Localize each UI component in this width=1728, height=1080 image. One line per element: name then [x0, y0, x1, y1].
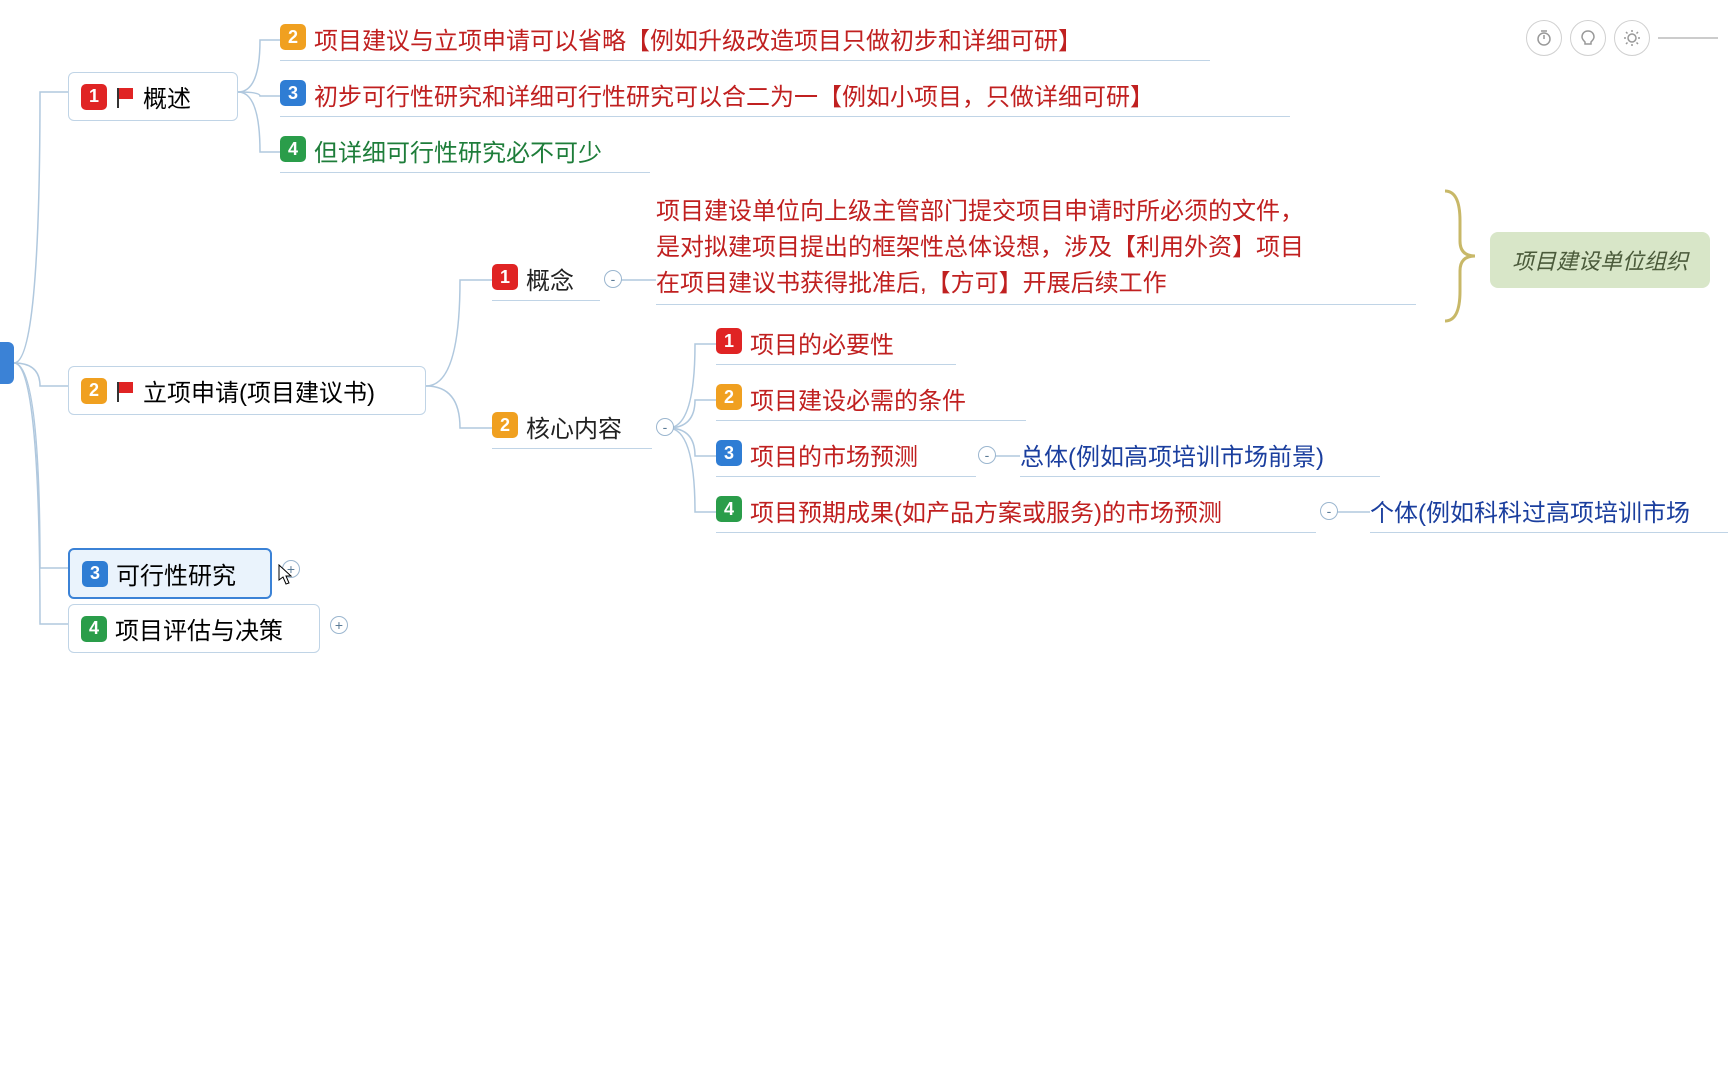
view-toolbar — [1526, 20, 1718, 56]
connector-lines — [0, 0, 1728, 1080]
node-label: 可行性研究 — [116, 556, 236, 591]
concept-description: 项目建设单位向上级主管部门提交项目申请时所必须的文件，是对拟建项目提出的框架性总… — [656, 194, 1416, 302]
number-badge: 4 — [81, 616, 107, 642]
number-badge: 3 — [716, 440, 742, 466]
leaf-text: 项目的市场预测 — [750, 440, 918, 476]
number-badge: 1 — [492, 264, 518, 290]
flag-icon — [115, 380, 137, 402]
number-badge: 4 — [280, 136, 306, 162]
core-item-4[interactable]: 4 项目预期成果(如产品方案或服务)的市场预测 — [716, 496, 1222, 532]
node-label: 立项申请(项目建议书) — [143, 373, 375, 408]
number-badge: 2 — [280, 24, 306, 50]
root-node[interactable] — [0, 342, 14, 384]
overview-item-2[interactable]: 3 初步可行性研究和详细可行性研究可以合二为一【例如小项目，只做详细可研】 — [280, 80, 1154, 116]
timer-button[interactable] — [1526, 20, 1562, 56]
node-label: 概述 — [143, 79, 191, 114]
expand-toggle[interactable]: + — [282, 560, 300, 578]
core-item-2[interactable]: 2 项目建设必需的条件 — [716, 384, 966, 420]
callout-text: 项目建设单位组织 — [1512, 249, 1688, 274]
collapse-toggle[interactable]: - — [978, 446, 996, 464]
overview-item-1[interactable]: 2 项目建议与立项申请可以省略【例如升级改造项目只做初步和详细可研】 — [280, 24, 1082, 60]
leaf-text: 个体(例如科科过高项培训市场 — [1370, 496, 1690, 532]
number-badge: 1 — [81, 84, 107, 110]
number-badge: 3 — [82, 561, 108, 587]
summary-brace — [1440, 186, 1480, 326]
number-badge: 2 — [81, 378, 107, 404]
core-item-3[interactable]: 3 项目的市场预测 — [716, 440, 918, 476]
collapse-toggle[interactable]: - — [604, 270, 622, 288]
overview-item-3[interactable]: 4 但详细可行性研究必不可少 — [280, 136, 602, 172]
level1-node-n2[interactable]: 2 立项申请(项目建议书) — [68, 366, 426, 415]
collapse-toggle[interactable]: - — [656, 418, 674, 436]
core-item-4-detail[interactable]: 个体(例如科科过高项培训市场 — [1370, 496, 1690, 532]
expand-toggle[interactable]: + — [330, 616, 348, 634]
leaf-text: 项目的必要性 — [750, 328, 894, 364]
flag-icon — [115, 86, 137, 108]
bulb-button[interactable] — [1570, 20, 1606, 56]
leaf-text: 项目建设必需的条件 — [750, 384, 966, 420]
leaf-text: 核心内容 — [526, 412, 622, 448]
number-badge: 2 — [492, 412, 518, 438]
zoom-slider[interactable] — [1658, 37, 1718, 39]
core-item-1[interactable]: 1 项目的必要性 — [716, 328, 894, 364]
number-badge: 4 — [716, 496, 742, 522]
subsection-n22[interactable]: 2 核心内容 — [492, 412, 622, 448]
level1-node-n4[interactable]: 4 项目评估与决策 — [68, 604, 320, 653]
number-badge: 2 — [716, 384, 742, 410]
subsection-n21[interactable]: 1 概念 — [492, 264, 574, 300]
brightness-button[interactable] — [1614, 20, 1650, 56]
level1-node-n1[interactable]: 1 概述 — [68, 72, 238, 121]
leaf-text: 项目建议与立项申请可以省略【例如升级改造项目只做初步和详细可研】 — [314, 24, 1082, 60]
summary-callout: 项目建设单位组织 — [1490, 232, 1710, 288]
leaf-text: 但详细可行性研究必不可少 — [314, 136, 602, 172]
number-badge: 3 — [280, 80, 306, 106]
leaf-text: 概念 — [526, 264, 574, 300]
number-badge: 1 — [716, 328, 742, 354]
collapse-toggle[interactable]: - — [1320, 502, 1338, 520]
level1-node-n3[interactable]: 3 可行性研究 — [68, 548, 272, 599]
node-label: 项目评估与决策 — [115, 611, 283, 646]
leaf-text: 初步可行性研究和详细可行性研究可以合二为一【例如小项目，只做详细可研】 — [314, 80, 1154, 116]
core-item-3-detail[interactable]: 总体(例如高项培训市场前景) — [1020, 440, 1324, 476]
leaf-text: 总体(例如高项培训市场前景) — [1020, 440, 1324, 476]
leaf-text: 项目预期成果(如产品方案或服务)的市场预测 — [750, 496, 1222, 532]
